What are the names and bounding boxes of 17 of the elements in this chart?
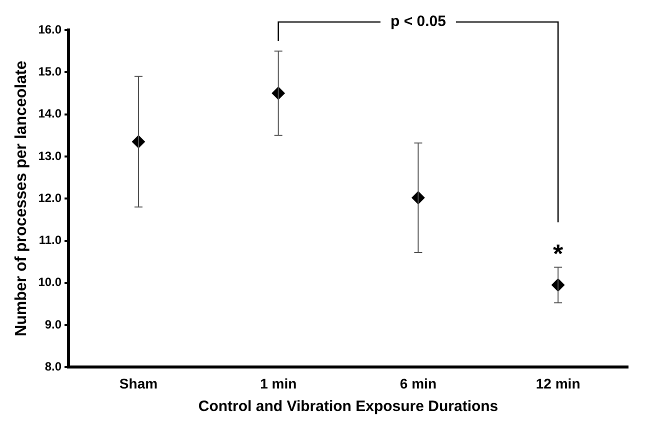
x-axis-title: Control and Vibration Exposure Durations (198, 398, 498, 416)
y-tick-label: 8.0 (44, 360, 62, 374)
x-tick-label: 6 min (400, 375, 436, 392)
x-tick-label: Sham (119, 375, 158, 392)
y-tick-label: 11.0 (38, 233, 62, 248)
y-tick-label: 16.0 (38, 22, 62, 36)
y-tick-label: 15.0 (38, 64, 62, 78)
y-axis-title: Number of processes per lanceolate (13, 60, 30, 336)
y-tick-label: 14.0 (38, 106, 62, 121)
y-tick-label: 13.0 (38, 148, 62, 163)
y-tick-label: 12.0 (38, 190, 62, 205)
annotation: p < 0.05 (390, 13, 446, 30)
annotation: * (553, 238, 564, 268)
x-tick-label: 12 min (536, 375, 580, 392)
y-tick-label: 10.0 (38, 275, 62, 290)
x-tick-label: 1 min (260, 375, 297, 392)
y-tick-label: 9.0 (44, 317, 62, 332)
